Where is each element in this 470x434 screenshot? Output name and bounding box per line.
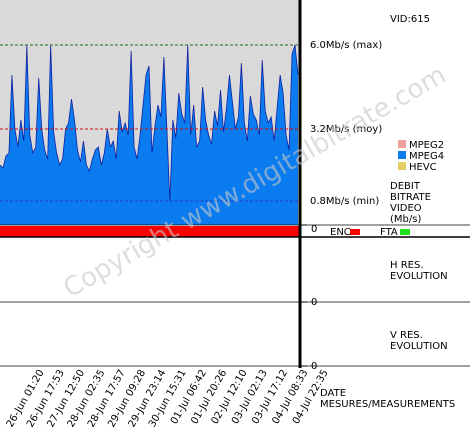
legend-label: MPEG4 [409,151,444,162]
x-axis-label: MESURES/MEASUREMENTS [320,399,455,410]
flag-swatch [400,229,410,235]
bitrate-area [0,45,298,225]
axis-label: DEBIT [390,181,421,192]
legend-swatch [398,151,406,159]
legend-swatch [398,162,406,170]
flag-label: FTA [380,227,398,238]
encoding-band [0,226,300,237]
x-axis-label: DATE [320,388,346,399]
flag-label: ENC [330,227,351,238]
legend-swatch [398,140,406,148]
reference-label: 6.0Mb/s (max) [310,40,382,51]
legend-label: HEVC [409,162,437,173]
id-label: VID:615 [390,14,430,25]
panel-label: EVOLUTION [390,341,448,352]
legend-label: MPEG2 [409,140,444,151]
axis-label: VIDEO [390,203,422,214]
reference-label: 0.8Mb/s (min) [310,196,379,207]
panel-label: H RES. [390,260,424,271]
panel-label: V RES. [390,330,423,341]
flag-swatch [350,229,360,235]
axis-label: BITRATE [390,192,431,203]
y-tick-label: 0 [311,361,317,372]
y-tick-label: 0 [311,224,317,235]
axis-label: (Mb/s) [390,214,421,225]
bitrate-line [0,44,299,202]
y-tick-label: 0 [311,297,317,308]
panel-label: EVOLUTION [390,271,448,282]
reference-label: 3.2Mb/s (moy) [310,124,382,135]
